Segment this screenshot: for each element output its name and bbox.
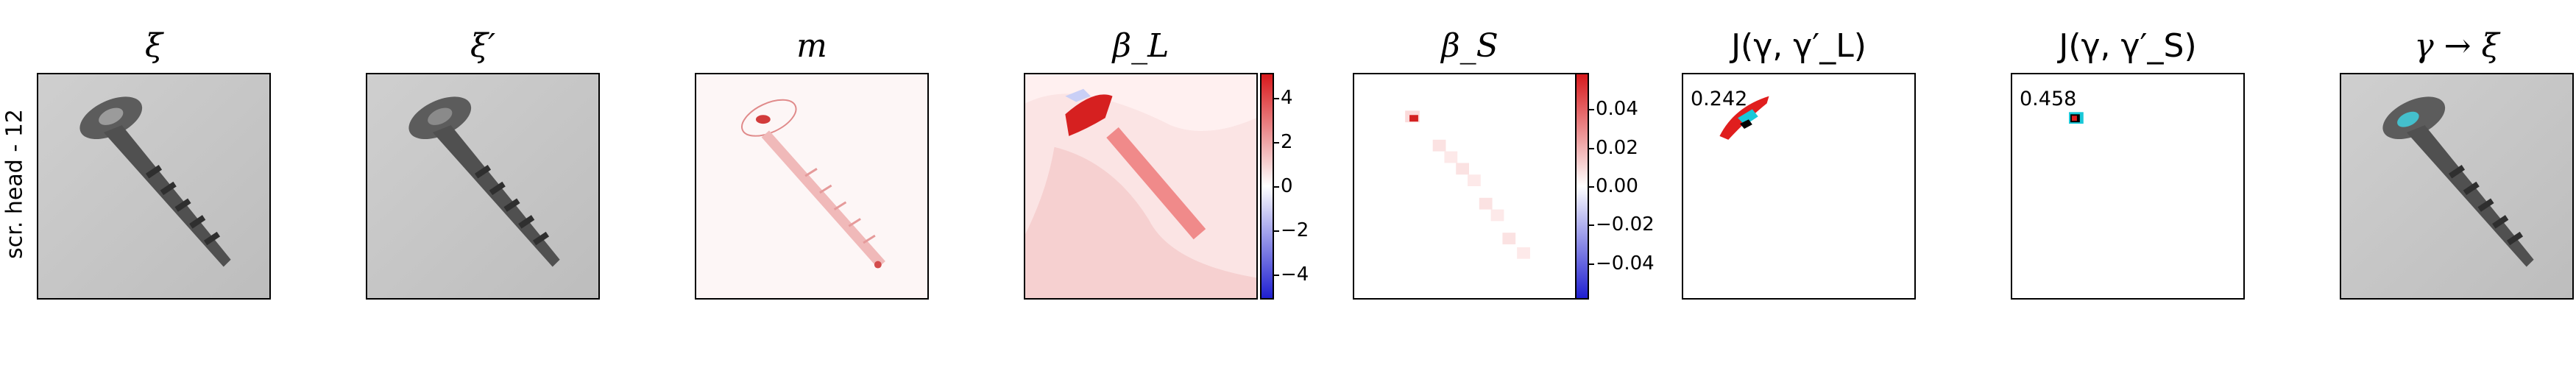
colorbar-beta-s	[1575, 73, 1589, 300]
colorbar-beta-l	[1260, 73, 1274, 300]
row-label-text: scr. head - 12	[1, 109, 28, 259]
mask-m	[695, 73, 929, 300]
cbar-l-tick: −2	[1273, 219, 1309, 242]
jaccard-s-score: 0.458	[2020, 88, 2077, 110]
panel-title-xi: ξ	[144, 27, 163, 65]
cbar-s-tick: 0.04	[1589, 98, 1638, 121]
image-gamma-to-xi	[2340, 73, 2574, 300]
cbar-l-tick: 2	[1274, 130, 1293, 153]
panel-title-beta-l: β_L	[1112, 27, 1170, 65]
colorbar-beta-s-ticks: 0.04 0.02 0.00 −0.02 −0.04	[1589, 73, 1669, 300]
row-label: scr. head - 12	[0, 81, 29, 287]
cbar-s-tick: 0.02	[1589, 136, 1638, 159]
overlap-l: 0.242	[1682, 73, 1916, 300]
jaccard-l-score: 0.242	[1691, 88, 1748, 110]
colorbar-beta-l-ticks: 4 2 0 −2 −4	[1273, 73, 1325, 300]
image-xi	[37, 73, 271, 300]
cbar-s-tick: −0.04	[1589, 252, 1655, 275]
cbar-l-tick: 4	[1274, 86, 1293, 109]
panel-title-m: m	[796, 27, 827, 65]
overlap-s: 0.458	[2011, 73, 2245, 300]
panel-title-beta-s: β_S	[1441, 27, 1498, 65]
panel-title-gamma-to-xi: γ → ξ	[2414, 27, 2499, 65]
cbar-s-tick: 0.00	[1589, 175, 1638, 197]
cbar-s-tick: −0.02	[1589, 213, 1655, 236]
cbar-l-tick: 0	[1274, 175, 1293, 197]
panel-title-xi-prime: ξ′	[470, 27, 496, 65]
panel-title-jaccard-l: J(γ, γ′_L)	[1731, 27, 1866, 65]
heatmap-beta-l	[1024, 73, 1258, 300]
cbar-l-tick: −4	[1273, 263, 1309, 286]
image-xi-prime	[366, 73, 600, 300]
panel-title-jaccard-s: J(γ, γ′_S)	[2059, 27, 2197, 65]
heatmap-beta-s	[1353, 73, 1587, 300]
